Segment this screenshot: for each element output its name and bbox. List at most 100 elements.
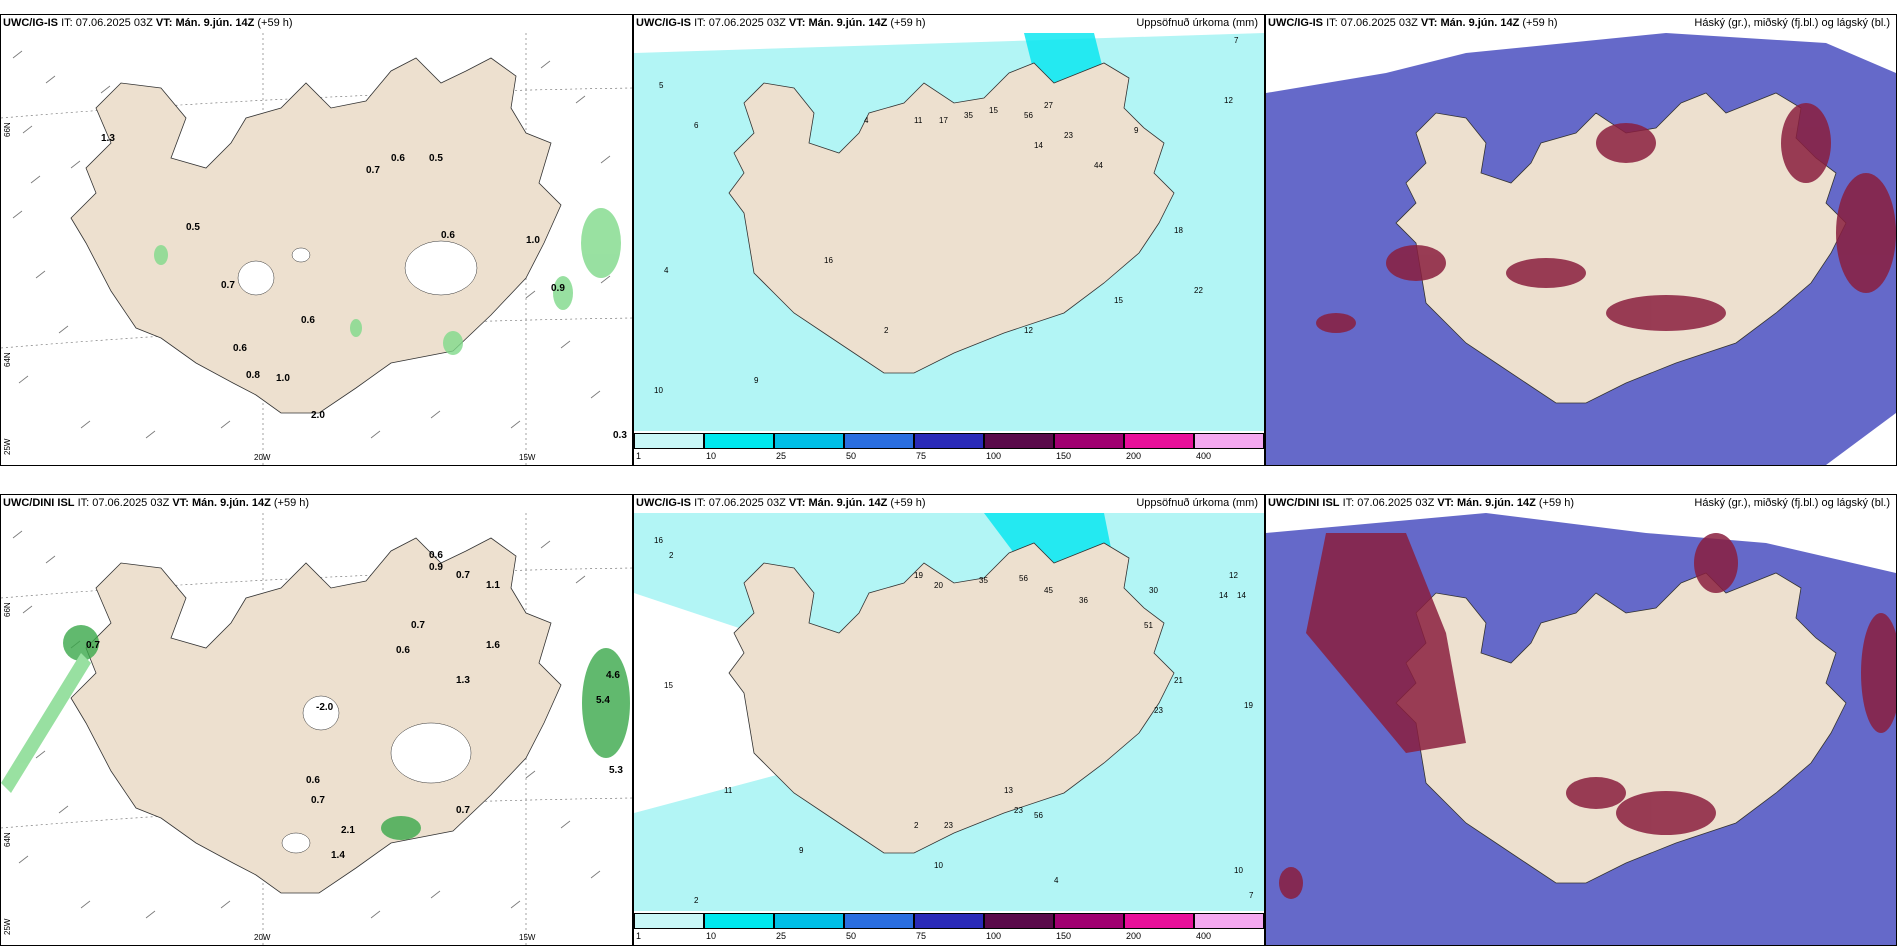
- svg-text:23: 23: [1064, 131, 1073, 140]
- svg-text:0.7: 0.7: [456, 805, 470, 816]
- svg-text:10: 10: [654, 386, 663, 395]
- colorbar-label: 400: [1196, 931, 1212, 941]
- svg-text:11: 11: [724, 786, 733, 795]
- svg-text:45: 45: [1044, 586, 1053, 595]
- svg-text:0.6: 0.6: [301, 315, 315, 326]
- svg-text:0.6: 0.6: [306, 775, 320, 786]
- colorbar-label: 100: [986, 931, 1002, 941]
- svg-text:0.3: 0.3: [613, 430, 627, 441]
- svg-text:11: 11: [914, 116, 923, 125]
- iceland-land: [1395, 92, 1847, 404]
- colorbar-label: 75: [916, 931, 927, 941]
- svg-text:0.6: 0.6: [429, 550, 443, 561]
- wind-values: 0.6 0.9 0.7 1.1 0.7 0.6 -2.0 0.6 0.7 2.1…: [86, 550, 623, 861]
- map-precip-ig: 5 6 4 11 17 35 15 56 27 14 23 44 9 7 12 …: [634, 33, 1264, 431]
- svg-text:35: 35: [964, 111, 973, 120]
- colorbar-cell: [1054, 913, 1124, 929]
- svg-text:0.7: 0.7: [411, 620, 425, 631]
- colorbar-label: 10: [706, 931, 717, 941]
- svg-text:5: 5: [659, 81, 664, 90]
- svg-text:9: 9: [1134, 126, 1139, 135]
- map-clouds-dini: [1266, 513, 1896, 945]
- svg-text:4: 4: [664, 266, 669, 275]
- precip-blobs: [154, 208, 621, 355]
- svg-text:15: 15: [664, 681, 673, 690]
- colorbar-cell: [914, 913, 984, 929]
- wind-values: 0.6 0.7 0.5 0.7 0.5 0.6 0.6 0.8 1.0 1.0 …: [101, 133, 627, 441]
- colorbar-cell: [774, 913, 844, 929]
- glaciers: [237, 240, 478, 296]
- svg-text:23: 23: [1014, 806, 1023, 815]
- iceland-land: [728, 62, 1175, 374]
- colorbar-cell: [844, 433, 914, 449]
- svg-text:0.6: 0.6: [396, 645, 410, 656]
- svg-text:23: 23: [944, 821, 953, 830]
- svg-text:14: 14: [1237, 591, 1246, 600]
- colorbar-label: 1: [636, 931, 642, 941]
- svg-text:4: 4: [1054, 876, 1059, 885]
- svg-text:13: 13: [1004, 786, 1013, 795]
- svg-text:27: 27: [1044, 101, 1053, 110]
- panel-title: Háský (gr.), miðský (fj.bl.) og lágský (…: [1694, 497, 1890, 509]
- lat-label-64: 64N: [3, 832, 12, 847]
- lon-label-20: 20W: [254, 933, 271, 942]
- colorbar-cell: [844, 913, 914, 929]
- svg-text:2: 2: [694, 896, 699, 905]
- colorbar-cell: [1194, 913, 1264, 929]
- colorbar-label: 50: [846, 451, 857, 461]
- svg-text:10: 10: [934, 861, 943, 870]
- svg-text:1.0: 1.0: [526, 235, 540, 246]
- svg-text:0.5: 0.5: [186, 222, 200, 233]
- svg-text:15: 15: [1114, 296, 1123, 305]
- svg-text:19: 19: [914, 571, 923, 580]
- svg-text:4.6: 4.6: [606, 670, 620, 681]
- colorbar-cell: [914, 433, 984, 449]
- precip-values: 5 6 4 11 17 35 15 56 27 14 23 44 9 7 12 …: [654, 36, 1239, 395]
- lon-label-20: 20W: [254, 453, 271, 462]
- colorbar-label: 75: [916, 451, 927, 461]
- panel-precip-bottom: UWC/IG-IS IT: 07.06.2025 03Z VT: Mán. 9.…: [633, 494, 1265, 946]
- panel-header: UWC/DINI ISL IT: 07.06.2025 03Z VT: Mán.…: [1268, 497, 1575, 509]
- svg-text:1.3: 1.3: [456, 675, 470, 686]
- colorbar-label: 25: [776, 931, 787, 941]
- colorbar-cell: [634, 433, 704, 449]
- colorbar-cell: [1194, 433, 1264, 449]
- high-cloud-patches: [1279, 533, 1896, 899]
- colorbar-cell: [1124, 913, 1194, 929]
- svg-text:12: 12: [1229, 571, 1238, 580]
- panel-header: UWC/IG-IS IT: 07.06.2025 03Z VT: Mán. 9.…: [636, 497, 926, 509]
- svg-text:20: 20: [934, 581, 943, 590]
- lon-label-15: 15W: [519, 453, 536, 462]
- panel-title: Háský (gr.), miðský (fj.bl.) og lágský (…: [1694, 17, 1890, 29]
- colorbar-cell: [704, 433, 774, 449]
- colorbar-cell: [984, 433, 1054, 449]
- svg-text:14: 14: [1034, 141, 1043, 150]
- svg-text:0.6: 0.6: [441, 230, 455, 241]
- map-precip-bottom: 16 2 15 19 20 35 56 45 36 30 51 21 12 14…: [634, 513, 1264, 911]
- svg-text:1.4: 1.4: [331, 850, 345, 861]
- svg-text:5.3: 5.3: [609, 765, 623, 776]
- map-wind-dini: 0.6 0.9 0.7 1.1 0.7 0.6 -2.0 0.6 0.7 2.1…: [1, 513, 632, 945]
- svg-text:0.7: 0.7: [456, 570, 470, 581]
- lon-label-25: 25W: [3, 438, 12, 455]
- panel-header: UWC/DINI ISL IT: 07.06.2025 03Z VT: Mán.…: [3, 497, 310, 509]
- svg-text:9: 9: [799, 846, 804, 855]
- svg-text:0.6: 0.6: [233, 343, 247, 354]
- iceland-land: [1395, 572, 1847, 884]
- svg-text:12: 12: [1024, 326, 1033, 335]
- svg-text:2: 2: [914, 821, 919, 830]
- wind-barbs: [12, 50, 611, 439]
- colorbar-label: 200: [1126, 931, 1142, 941]
- colorbar-label: 150: [1056, 451, 1072, 461]
- panel-clouds-ig: UWC/IG-IS IT: 07.06.2025 03Z VT: Mán. 9.…: [1265, 14, 1897, 466]
- colorbar-label: 1: [636, 451, 642, 461]
- precip-blobs: [1, 625, 630, 840]
- colorbar-label: 200: [1126, 451, 1142, 461]
- svg-text:15: 15: [989, 106, 998, 115]
- lon-label-15: 15W: [519, 933, 536, 942]
- svg-text:56: 56: [1019, 574, 1028, 583]
- colorbar-cell: [774, 433, 844, 449]
- colorbar-label: 50: [846, 931, 857, 941]
- colorbar-cell: [634, 913, 704, 929]
- panel-title: Uppsöfnuð úrkoma (mm): [1136, 497, 1258, 509]
